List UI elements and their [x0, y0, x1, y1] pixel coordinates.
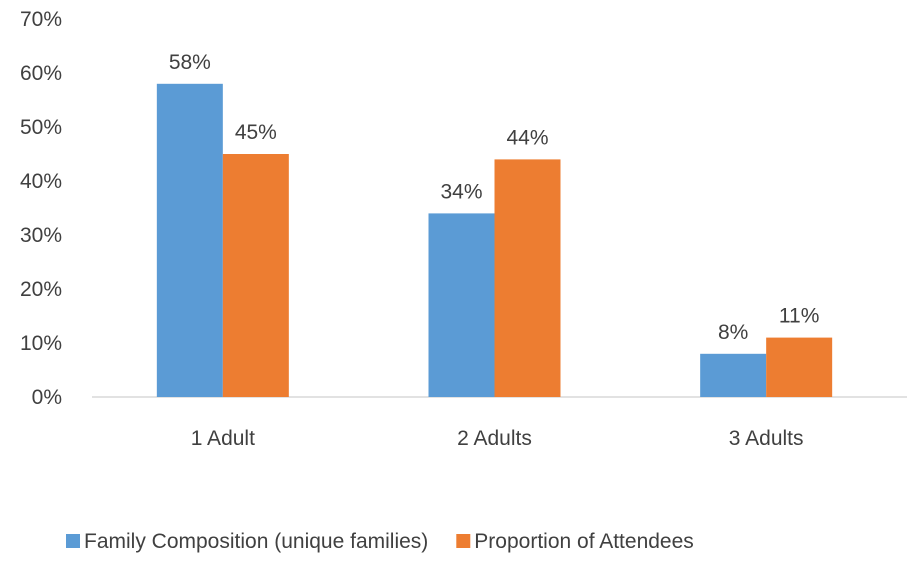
data-label: 8% — [718, 321, 748, 344]
y-axis: 0% 10% 20% 30% 40% 50% 60% 70% — [20, 8, 62, 409]
y-tick-label: 40% — [20, 170, 62, 193]
data-label: 58% — [169, 51, 211, 74]
legend-swatch — [66, 534, 80, 548]
bar — [494, 159, 561, 397]
data-label: 34% — [440, 180, 482, 203]
data-label: 44% — [506, 126, 548, 149]
bar — [156, 83, 223, 398]
x-tick-label: 3 Adults — [729, 427, 804, 450]
y-tick-label: 0% — [32, 386, 62, 409]
bar — [428, 213, 495, 397]
x-tick-label: 2 Adults — [457, 427, 532, 450]
x-tick-label: 1 Adult — [191, 427, 255, 450]
y-tick-label: 70% — [20, 8, 62, 31]
bar — [766, 337, 833, 397]
data-label: 11% — [779, 305, 819, 328]
x-axis: 1 Adult 2 Adults 3 Adults — [92, 396, 907, 450]
legend: Family Composition (unique families) Prop… — [66, 530, 694, 553]
data-label: 45% — [235, 121, 277, 144]
bar-group — [156, 83, 833, 398]
bar — [700, 353, 767, 397]
legend-label: Proportion of Attendees — [474, 530, 694, 553]
y-tick-label: 10% — [20, 332, 62, 355]
y-tick-label: 30% — [20, 224, 62, 247]
bar — [222, 154, 289, 397]
legend-label: Family Composition (unique families) — [84, 530, 428, 553]
data-labels: 58% 45% 34% 44% 8% 11% — [169, 51, 820, 344]
legend-swatch — [456, 534, 471, 548]
y-tick-label: 50% — [20, 116, 62, 139]
y-tick-label: 60% — [20, 62, 62, 85]
y-tick-label: 20% — [20, 278, 62, 301]
